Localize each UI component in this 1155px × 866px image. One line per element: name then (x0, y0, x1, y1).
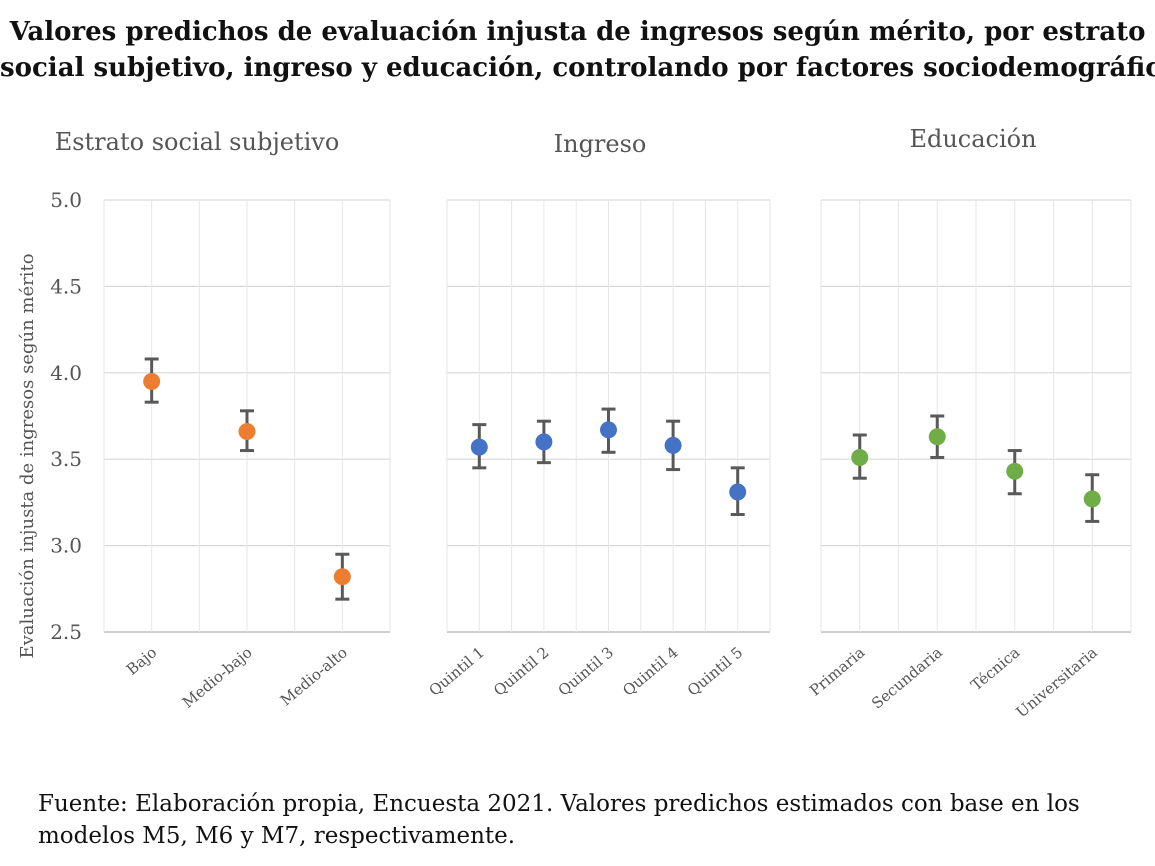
data-point (1083, 490, 1101, 508)
data-point (664, 436, 682, 454)
source-line-1: Fuente: Elaboración propia, Encuesta 202… (38, 791, 1080, 817)
x-tick-label: Quintil 2 (490, 643, 552, 699)
y-tick-label: 3.5 (50, 447, 82, 471)
x-tick-label: Medio-bajo (179, 643, 256, 711)
data-point (600, 421, 617, 439)
data-point (143, 372, 161, 390)
x-tick-label: Quintil 1 (425, 643, 487, 699)
y-tick-label: 4.5 (50, 274, 82, 298)
x-tick-label: Técnica (967, 643, 1023, 694)
x-tick-label: Quintil 5 (684, 643, 746, 699)
x-tick-label: Medio-alto (277, 643, 351, 709)
data-point (729, 483, 747, 501)
chart-title: Valores predichos de evaluación injusta … (0, 14, 1155, 86)
panel-1: Estrato social subjetivo 2.5 3.0 3.5 4.0 4.5 5… (17, 128, 391, 712)
x-tick-label: Secundaria (868, 643, 946, 712)
panel-title: Educación (909, 125, 1036, 153)
x-tick-label: Universitaria (1013, 643, 1101, 721)
x-tick-label: Quintil 3 (555, 643, 617, 699)
chart-title-line-2: social subjetivo, ingreso y educación, c… (0, 53, 1155, 83)
y-tick-label: 5.0 (50, 188, 82, 212)
x-tick-label: Bajo (123, 643, 160, 678)
data-point (333, 568, 351, 586)
panel-3: Educación Primaria Secundaria TécnicaUniver… (806, 125, 1132, 721)
y-tick-label: 2.5 (50, 620, 82, 644)
data-point (1006, 462, 1024, 480)
data-point (851, 448, 869, 466)
data-point (238, 423, 256, 441)
y-tick-label: 4.0 (50, 361, 82, 385)
data-point (535, 433, 553, 451)
source-note: Fuente: Elaboración propia, Encuesta 202… (38, 788, 1138, 852)
data-point (928, 428, 946, 446)
chart-title-line-1: Valores predichos de evaluación injusta … (9, 17, 1146, 47)
x-tick-label: Quintil 4 (619, 643, 681, 699)
y-axis-label: Evaluación injusta de ingresos según mér… (17, 253, 38, 658)
panel-title: Ingreso (554, 130, 647, 158)
data-point (470, 438, 488, 456)
source-line-2: modelos M5, M6 y M7, respectivamente. (38, 823, 516, 849)
panel-title: Estrato social subjetivo (55, 128, 340, 156)
y-tick-label: 3.0 (50, 534, 82, 558)
x-tick-label: Primaria (806, 643, 868, 699)
